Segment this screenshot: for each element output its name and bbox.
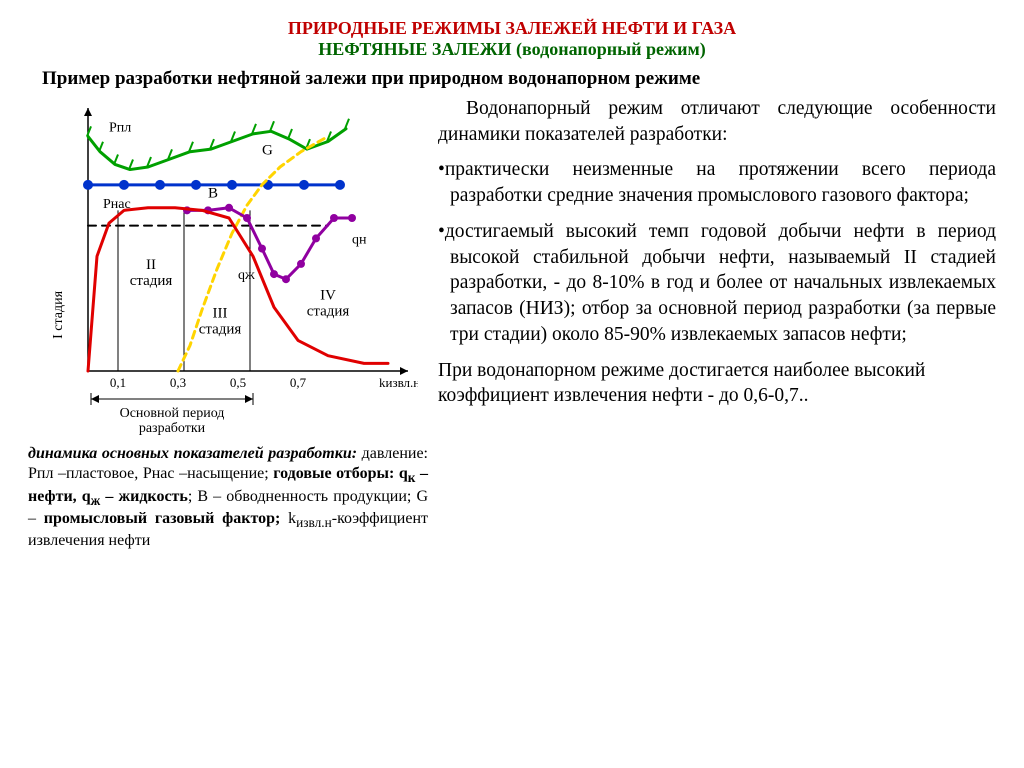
chart-container: 0,10,30,50,7kизвл.нI стадияIIстадияIIIст… [28,96,418,436]
svg-text:kизвл.н: kизвл.н [379,375,418,390]
body-text: Водонапорный режим отличают следующие ос… [438,96,996,552]
svg-text:стадия: стадия [307,304,350,320]
example-heading: Пример разработки нефтяной залежи при пр… [42,68,996,90]
paragraph-bullet-1: •практически неизменные на протяжении вс… [438,157,996,208]
paragraph-intro: Водонапорный режим отличают следующие ос… [438,96,996,147]
svg-text:0,7: 0,7 [290,375,307,390]
svg-text:стадия: стадия [130,273,173,289]
svg-text:Pнас: Pнас [103,197,131,212]
svg-text:0,3: 0,3 [170,375,186,390]
svg-text:I стадия: I стадия [51,290,66,338]
svg-text:0,1: 0,1 [110,375,126,390]
chart-caption: динамика основных показателей разработки… [28,444,428,552]
svg-text:qн: qн [352,233,367,248]
svg-text:G: G [262,142,273,158]
svg-text:Основной период: Основной период [120,406,225,421]
svg-text:qж: qж [238,268,255,283]
svg-text:Pпл: Pпл [109,120,131,135]
svg-text:II: II [146,257,156,273]
svg-text:0,5: 0,5 [230,375,246,390]
paragraph-bullet-2: •достигаемый высокий темп годовой добычи… [438,219,996,348]
svg-text:В: В [208,186,218,202]
page-title: ПРИРОДНЫЕ РЕЖИМЫ ЗАЛЕЖЕЙ НЕФТИ И ГАЗА [28,18,996,39]
svg-text:IV: IV [320,288,336,304]
svg-text:III: III [213,305,228,321]
paragraph-conclusion: При водонапорном режиме достигается наиб… [438,358,996,409]
svg-text:стадия: стадия [199,321,242,337]
svg-text:разработки: разработки [139,421,206,436]
page-subtitle: НЕФТЯНЫЕ ЗАЛЕЖИ (водонапорный режим) [28,39,996,60]
